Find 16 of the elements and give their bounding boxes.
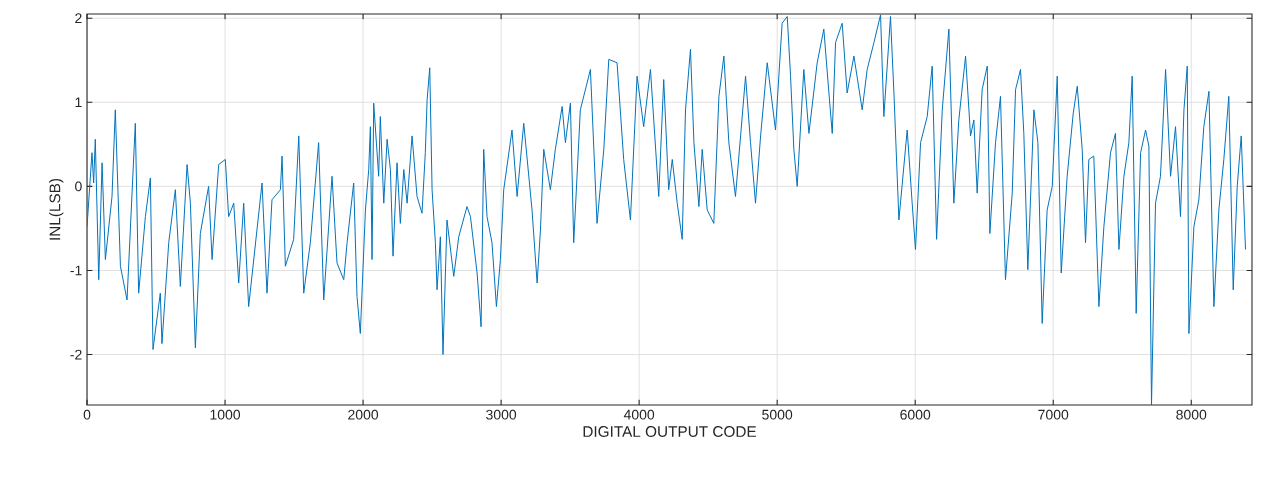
x-tick-label: 5000 bbox=[762, 409, 793, 420]
y-axis-title: INL(LSB) bbox=[49, 178, 64, 240]
x-tick-label: 7000 bbox=[1038, 409, 1069, 420]
y-tick-label: 1 bbox=[75, 97, 82, 108]
x-tick-label: 8000 bbox=[1176, 409, 1207, 420]
y-tick-label: 2 bbox=[75, 13, 82, 24]
x-axis-title: DIGITAL OUTPUT CODE bbox=[583, 426, 756, 437]
x-tick-label: 2000 bbox=[348, 409, 379, 420]
x-tick-label: 3000 bbox=[486, 409, 517, 420]
x-tick-label: 6000 bbox=[900, 409, 931, 420]
y-tick-label: 0 bbox=[75, 181, 82, 192]
y-tick-label: -1 bbox=[70, 265, 82, 276]
y-tick-label: -2 bbox=[70, 349, 82, 360]
x-tick-label: 1000 bbox=[210, 409, 241, 420]
x-tick-label: 4000 bbox=[623, 409, 655, 420]
x-tick-label: 0 bbox=[83, 409, 91, 420]
